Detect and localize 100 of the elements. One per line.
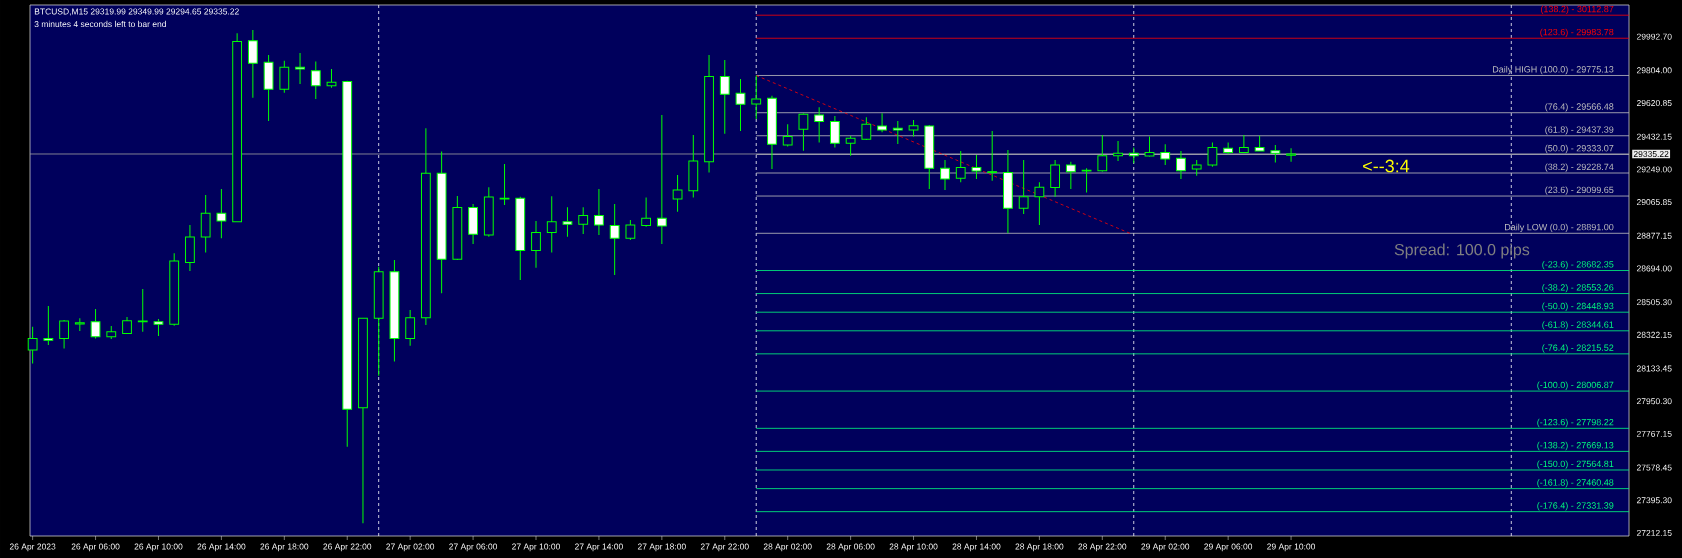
x-tick-label: 27 Apr 22:00 — [700, 543, 749, 552]
series-label: (-38.2) - 28553.26 — [1542, 283, 1614, 293]
candlestick — [389, 259, 400, 363]
candlestick — [373, 266, 384, 377]
series-label: (-76.4) - 28215.52 — [1542, 344, 1614, 353]
series-label: (138.2) - 30112.87 — [1540, 5, 1614, 14]
y-tick-label: 27767.15 — [1636, 430, 1672, 437]
candlestick — [169, 252, 180, 327]
candlestick — [845, 135, 856, 157]
candlestick — [74, 317, 85, 332]
x-tick-label: 26 Apr 18:00 — [260, 543, 309, 552]
candlestick — [1113, 140, 1123, 162]
candlestick — [908, 119, 919, 138]
candlestick — [719, 59, 730, 135]
candlestick — [1238, 134, 1249, 154]
candlestick — [594, 188, 604, 236]
candlestick — [1034, 181, 1045, 226]
x-tick-label: 29 Apr 06:00 — [1204, 543, 1253, 552]
candlestick — [861, 116, 872, 141]
candlestick — [877, 112, 887, 133]
candlestick — [1097, 134, 1108, 173]
y-tick-label: 29804.00 — [1636, 67, 1672, 74]
y-tick-label: 28694.00 — [1636, 265, 1672, 272]
candlestick — [531, 220, 541, 269]
x-tick-label: 28 Apr 18:00 — [1015, 543, 1064, 552]
candlestick — [216, 188, 227, 239]
candlestick — [263, 54, 274, 122]
x-tick-label: 26 Apr 2023 — [9, 543, 56, 552]
candlestick — [688, 134, 699, 199]
candlestick — [1223, 142, 1234, 155]
candlestick — [200, 194, 211, 254]
y-tick-label: 29065.85 — [1636, 199, 1672, 206]
y-tick-label: 29249.00 — [1636, 166, 1672, 173]
candlestick — [546, 195, 557, 254]
y-tick-label: 29992.70 — [1636, 33, 1672, 40]
candlestick — [420, 127, 431, 326]
candlestick — [342, 80, 353, 448]
series-label: (61.8) - 29437.39 — [1545, 126, 1614, 135]
candlestick — [641, 197, 652, 228]
series-label: (-150.0) - 27564.81 — [1537, 460, 1614, 469]
x-tick-label: 26 Apr 06:00 — [71, 543, 120, 552]
y-tick-label: 27578.45 — [1636, 464, 1672, 471]
series-label: (76.4) - 29566.48 — [1545, 103, 1614, 112]
candlestick — [1254, 135, 1265, 153]
series-label: (-61.8) - 28344.61 — [1542, 321, 1614, 330]
candlestick — [90, 308, 101, 339]
y-tick-label: 29620.85 — [1636, 100, 1672, 107]
series-label: (-123.6) - 27798.22 — [1537, 418, 1614, 428]
x-tick-label: 26 Apr 14:00 — [197, 543, 246, 552]
x-tick-label: 27 Apr 18:00 — [637, 543, 686, 552]
candlestick — [704, 54, 714, 174]
x-tick-label: 27 Apr 14:00 — [575, 543, 623, 552]
candlestick — [782, 123, 793, 148]
candlestick — [924, 124, 935, 190]
annotation: Spread: 100.0 pips — [1394, 243, 1530, 259]
series-label: Daily LOW (0.0) - 28891.00 — [1505, 223, 1614, 233]
candlestick — [59, 319, 69, 349]
x-tick-label: 29 Apr 10:00 — [1267, 543, 1316, 552]
candlestick — [405, 309, 416, 347]
candlestick — [1050, 159, 1061, 198]
candlestick — [1160, 143, 1171, 166]
candlestick — [735, 78, 746, 132]
candlestick — [43, 305, 54, 346]
series-label: (38.2) - 29228.74 — [1545, 163, 1614, 172]
candlestick — [1018, 159, 1029, 215]
x-tick-label: 28 Apr 02:00 — [763, 543, 812, 552]
y-tick-label: 28877.15 — [1636, 232, 1672, 239]
candlestick — [672, 174, 683, 213]
y-tick-label: 28133.45 — [1636, 365, 1672, 372]
candlestick — [1065, 161, 1076, 190]
candlestick — [279, 60, 290, 94]
y-tick-label: 27395.30 — [1636, 497, 1672, 504]
x-tick-label: 27 Apr 10:00 — [512, 543, 560, 552]
candlestick — [232, 32, 243, 223]
y-tick-label: 28322.15 — [1636, 331, 1672, 338]
x-tick-label: 28 Apr 06:00 — [826, 543, 875, 552]
candlestick — [499, 163, 510, 206]
series-label: (-100.0) - 28006.87 — [1537, 381, 1614, 390]
annotation: <--3:4 — [1363, 159, 1410, 173]
candlestick — [940, 159, 950, 191]
candlestick — [625, 219, 636, 241]
candlestick — [468, 203, 478, 245]
annotation: 3 minutes 4 seconds left to bar end — [34, 20, 166, 28]
candlestick — [515, 196, 526, 281]
candlestick — [1286, 147, 1296, 163]
candlestick — [578, 206, 589, 235]
candlestick — [452, 195, 463, 261]
series-label: (-176.4) - 27331.39 — [1537, 502, 1614, 511]
x-tick-label: 29 Apr 02:00 — [1141, 543, 1190, 552]
ref-line-label: 29335.22 — [1633, 151, 1669, 157]
y-tick-label: 29432.15 — [1636, 133, 1672, 140]
x-tick-label: 27 Apr 02:00 — [386, 543, 435, 552]
series-label: (23.6) - 29099.65 — [1545, 186, 1614, 195]
candlestick — [1176, 150, 1186, 180]
x-tick-label: 26 Apr 22:00 — [323, 543, 372, 552]
candlestick — [153, 318, 164, 337]
x-tick-label: 27 Apr 06:00 — [449, 543, 498, 552]
candlestick — [955, 150, 966, 183]
candlestick — [310, 61, 321, 100]
candlestick — [1270, 144, 1281, 164]
